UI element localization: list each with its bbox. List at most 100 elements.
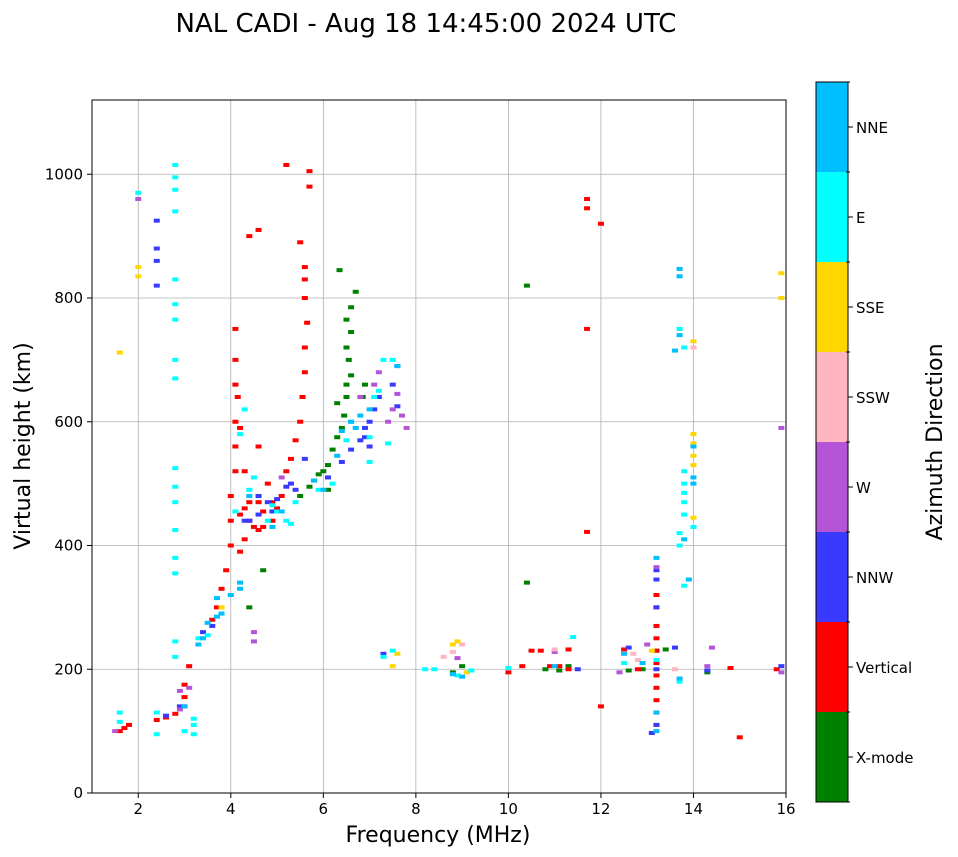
data-point [172,711,179,716]
data-point [172,528,179,533]
data-point [662,647,669,652]
data-point [676,543,683,548]
data-point [449,642,456,647]
colorbar-frame [815,81,849,803]
data-point [301,456,308,461]
data-point [172,376,179,381]
data-point [357,413,364,418]
data-point [264,518,271,523]
data-point [306,184,313,189]
series-ssw [440,345,697,672]
data-point [653,577,660,582]
data-point [153,246,160,251]
series-nnw [153,218,785,735]
data-point [172,277,179,282]
data-point [172,187,179,192]
data-point [547,664,554,669]
data-point [153,283,160,288]
data-point [190,722,197,727]
data-point [676,333,683,338]
data-point [287,456,294,461]
data-point [304,320,311,325]
data-point [681,512,688,517]
x-axis: 2 4 6 8 10 12 14 16 [133,793,796,818]
data-point [204,620,211,625]
data-point [172,175,179,180]
data-point [116,719,123,724]
data-point [422,667,429,672]
data-point [343,317,350,322]
data-point [366,459,373,464]
data-point [671,667,678,672]
data-point [630,651,637,656]
data-point [227,518,234,523]
data-point [213,605,220,610]
data-point [292,487,299,492]
data-point [153,258,160,263]
data-point [237,432,244,437]
data-point [232,326,239,331]
data-point [260,509,267,514]
data-point [234,395,241,399]
data-point [172,639,179,644]
data-point [116,710,123,715]
data-point [653,667,660,672]
data-point [324,487,331,492]
series-nne [181,266,697,734]
data-point [112,729,119,734]
y-axis: 0 200 400 600 800 1000 [45,165,92,802]
data-point [274,497,281,502]
data-point [704,668,711,673]
data-point [690,475,697,480]
data-point [287,481,294,486]
data-point [371,395,378,399]
data-point [232,382,239,387]
data-point [736,735,743,740]
y-axis-label: Virtual height (km) [11,342,36,549]
data-point [255,444,262,449]
y-tick-label: 200 [54,660,83,678]
x-tick-label: 6 [319,800,329,818]
data-point [301,277,308,282]
data-point [232,357,239,362]
data-point [255,528,262,533]
data-point [246,605,253,610]
data-point [681,490,688,495]
data-point [172,571,179,576]
data-point [449,649,456,654]
data-point [250,475,257,480]
data-point [681,469,688,474]
data-point [505,666,512,671]
data-point [297,419,304,424]
data-point [181,682,188,687]
data-point [126,722,133,727]
data-point [218,611,225,616]
data-point [324,475,331,480]
data-point [352,425,359,430]
series-e [116,162,697,737]
data-point [306,484,313,489]
data-point [653,565,660,570]
data-point [366,435,373,440]
data-point [690,339,697,344]
data-point [343,438,350,443]
data-point [181,695,188,700]
data-point [389,357,396,362]
data-point [255,500,262,505]
data-point [468,668,475,673]
data-point [556,664,563,669]
colorbar-label-vertical: Vertical [856,659,912,677]
data-point [459,674,466,679]
colorbar-label-x-mode: X-mode [856,749,913,767]
data-point [690,481,697,486]
data-point [505,670,512,675]
data-point [690,432,697,437]
data-point [269,518,276,523]
data-point [565,667,572,672]
data-point [116,350,123,355]
data-point [250,524,257,529]
data-point [172,466,179,471]
colorbar-swatch [816,262,848,352]
colorbar-label-nnw: NNW [856,569,893,587]
data-point [394,404,401,409]
